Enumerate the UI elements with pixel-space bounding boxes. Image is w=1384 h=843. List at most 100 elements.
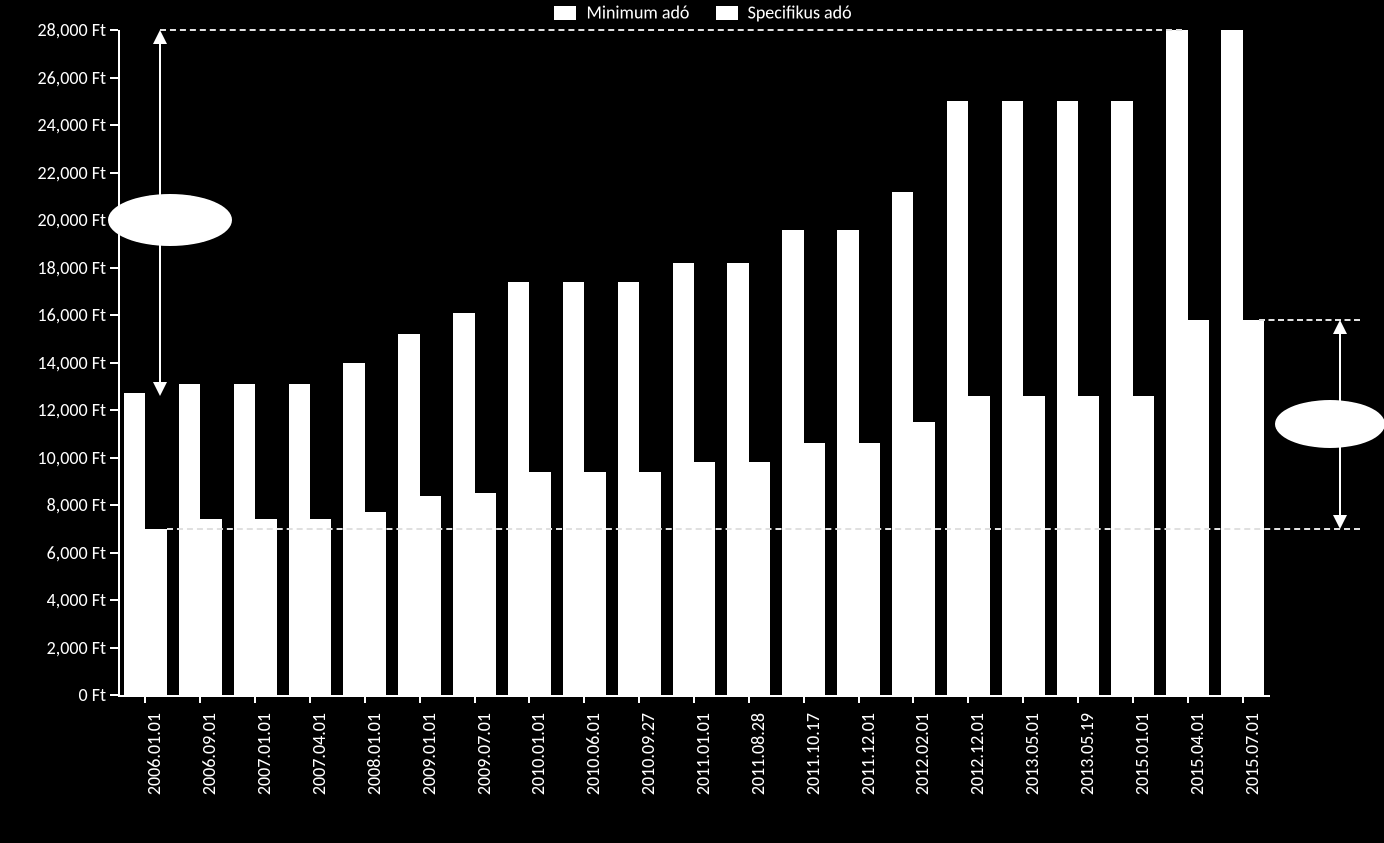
right-arrow-head-down bbox=[1333, 515, 1347, 529]
y-tick bbox=[110, 694, 118, 696]
y-tick bbox=[110, 409, 118, 411]
bar-minimum bbox=[508, 282, 529, 695]
bar-specifikus bbox=[145, 529, 166, 695]
y-tick-label: 4,000 Ft bbox=[0, 589, 106, 611]
x-tick bbox=[967, 695, 969, 703]
y-tick bbox=[110, 172, 118, 174]
y-axis-line bbox=[118, 30, 120, 695]
bar-specifikus bbox=[1078, 396, 1099, 695]
y-tick-label: 22,000 Ft bbox=[0, 162, 106, 184]
legend-swatch-specifikus bbox=[716, 6, 738, 20]
x-tick bbox=[1132, 695, 1134, 703]
x-tick bbox=[528, 695, 530, 703]
y-tick bbox=[110, 267, 118, 269]
x-tick-label: 2009.07.01 bbox=[473, 713, 495, 795]
dash-line-bottom-right bbox=[167, 528, 1360, 530]
bar-minimum bbox=[234, 384, 255, 695]
x-tick bbox=[638, 695, 640, 703]
x-tick-label: 2011.12.01 bbox=[857, 713, 879, 795]
bar-chart-container: Minimum adó Specifikus adó 0 Ft 2,000 Ft 4… bbox=[0, 0, 1384, 843]
bar-minimum bbox=[1166, 30, 1187, 695]
bar-specifikus bbox=[420, 496, 441, 696]
bar-specifikus bbox=[529, 472, 550, 695]
x-tick bbox=[364, 695, 366, 703]
x-tick-label: 2007.04.01 bbox=[308, 713, 330, 795]
y-tick-label: 24,000 Ft bbox=[0, 114, 106, 136]
ellipse-left bbox=[108, 194, 232, 246]
plot-area bbox=[118, 30, 1270, 695]
x-tick bbox=[474, 695, 476, 703]
x-tick-label: 2011.01.01 bbox=[692, 713, 714, 795]
bar-specifikus bbox=[968, 396, 989, 695]
bar-minimum bbox=[453, 313, 474, 695]
bar-specifikus bbox=[749, 462, 770, 695]
bar-specifikus bbox=[584, 472, 605, 695]
bar-specifikus bbox=[694, 462, 715, 695]
y-tick-label: 28,000 Ft bbox=[0, 19, 106, 41]
x-tick-label: 2013.05.01 bbox=[1021, 713, 1043, 795]
bar-specifikus bbox=[1023, 396, 1044, 695]
bar-specifikus bbox=[200, 519, 221, 695]
x-tick bbox=[1187, 695, 1189, 703]
x-tick-label: 2011.10.17 bbox=[802, 713, 824, 795]
bar-minimum bbox=[727, 263, 748, 695]
y-tick-label: 18,000 Ft bbox=[0, 257, 106, 279]
ellipse-right bbox=[1275, 400, 1384, 448]
bar-minimum bbox=[124, 393, 145, 695]
bar-minimum bbox=[1002, 101, 1023, 695]
bar-minimum bbox=[179, 384, 200, 695]
y-tick bbox=[110, 457, 118, 459]
x-tick-label: 2010.01.01 bbox=[527, 713, 549, 795]
y-tick-label: 8,000 Ft bbox=[0, 494, 106, 516]
y-tick-label: 10,000 Ft bbox=[0, 447, 106, 469]
x-tick bbox=[583, 695, 585, 703]
bar-minimum bbox=[618, 282, 639, 695]
bar-specifikus bbox=[1188, 320, 1209, 695]
x-tick-label: 2010.06.01 bbox=[582, 713, 604, 795]
x-tick bbox=[748, 695, 750, 703]
x-tick bbox=[419, 695, 421, 703]
y-tick bbox=[110, 647, 118, 649]
x-tick-label: 2010.09.27 bbox=[637, 713, 659, 795]
x-tick-label: 2007.01.01 bbox=[253, 713, 275, 795]
x-tick bbox=[254, 695, 256, 703]
x-tick-label: 2008.01.01 bbox=[363, 713, 385, 795]
x-tick-label: 2015.01.01 bbox=[1131, 713, 1153, 795]
legend-swatch-minimum bbox=[554, 6, 576, 20]
bar-minimum bbox=[1057, 101, 1078, 695]
bar-minimum bbox=[837, 230, 858, 696]
bar-specifikus bbox=[475, 493, 496, 695]
x-tick bbox=[803, 695, 805, 703]
x-tick bbox=[1242, 695, 1244, 703]
x-tick bbox=[693, 695, 695, 703]
chart-legend: Minimum adó Specifikus adó bbox=[0, 0, 1384, 24]
x-tick-label: 2012.12.01 bbox=[966, 713, 988, 795]
x-tick-label: 2013.05.19 bbox=[1076, 713, 1098, 795]
y-tick bbox=[110, 552, 118, 554]
y-tick-label: 26,000 Ft bbox=[0, 67, 106, 89]
bar-minimum bbox=[782, 230, 803, 696]
y-tick bbox=[110, 314, 118, 316]
x-tick bbox=[912, 695, 914, 703]
y-tick-label: 0 Ft bbox=[0, 684, 106, 706]
x-tick bbox=[1022, 695, 1024, 703]
x-tick-label: 2015.07.01 bbox=[1241, 713, 1263, 795]
bar-minimum bbox=[1221, 30, 1242, 695]
bar-minimum bbox=[892, 192, 913, 696]
y-tick bbox=[110, 599, 118, 601]
bar-specifikus bbox=[365, 512, 386, 695]
y-tick bbox=[110, 124, 118, 126]
bar-minimum bbox=[673, 263, 694, 695]
y-tick-label: 20,000 Ft bbox=[0, 209, 106, 231]
bar-minimum bbox=[398, 334, 419, 695]
x-tick-label: 2006.09.01 bbox=[198, 713, 220, 795]
x-tick bbox=[144, 695, 146, 703]
bar-specifikus bbox=[255, 519, 276, 695]
x-tick bbox=[858, 695, 860, 703]
y-tick-label: 12,000 Ft bbox=[0, 399, 106, 421]
bar-minimum bbox=[947, 101, 968, 695]
y-tick-label: 16,000 Ft bbox=[0, 304, 106, 326]
x-tick bbox=[309, 695, 311, 703]
bar-specifikus bbox=[1243, 320, 1264, 695]
y-tick-label: 2,000 Ft bbox=[0, 637, 106, 659]
